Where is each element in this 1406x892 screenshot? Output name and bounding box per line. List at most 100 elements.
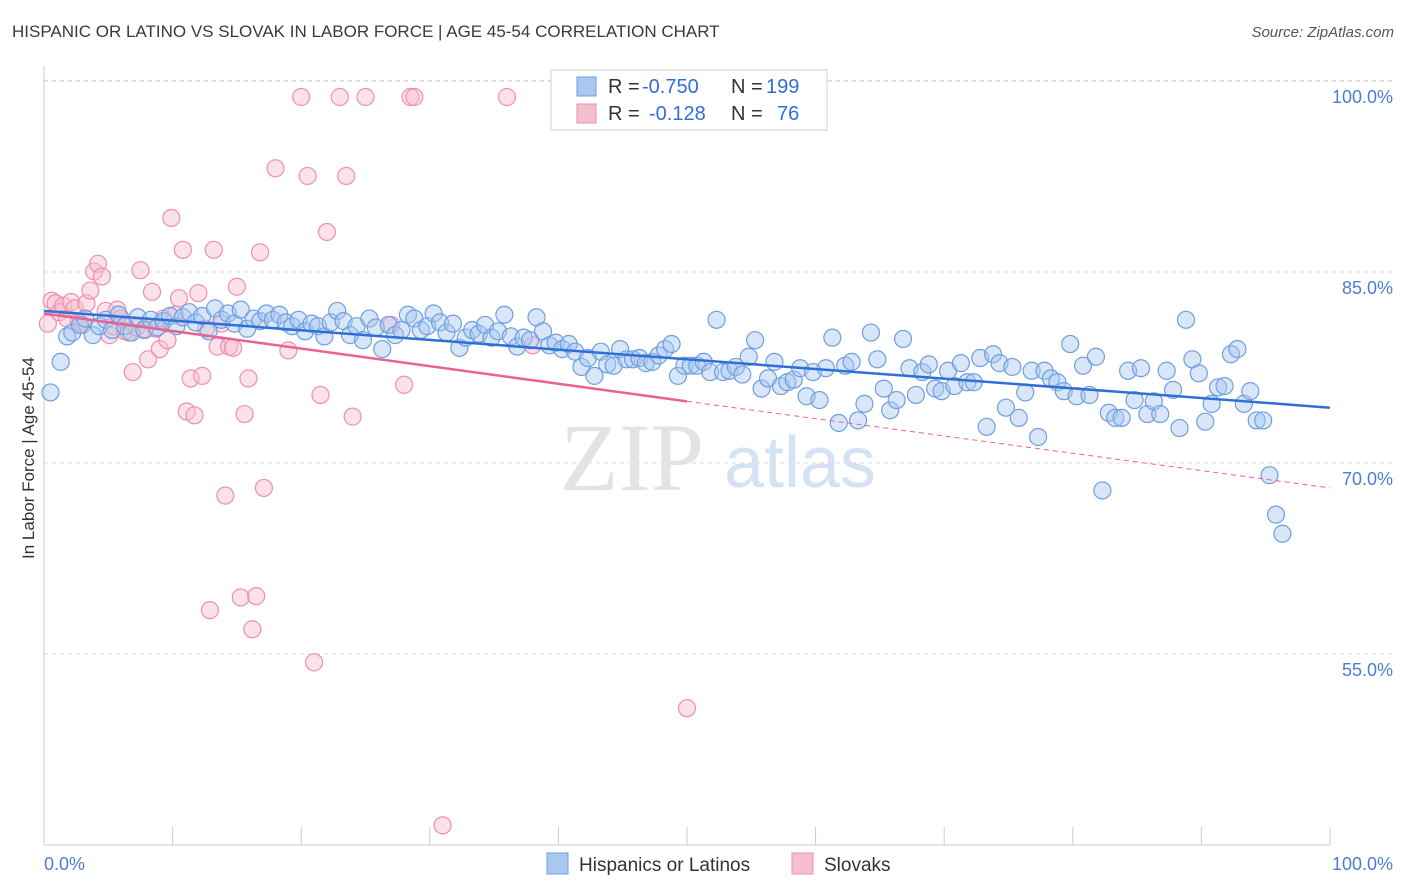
slovak-point bbox=[162, 208, 181, 228]
series-legend-swatch-hispanics bbox=[546, 852, 569, 875]
hispanic-point bbox=[1176, 310, 1196, 329]
hispanic-point bbox=[1003, 357, 1022, 377]
hispanic-point bbox=[1254, 411, 1273, 430]
slovak-point bbox=[181, 369, 200, 388]
slovak-point bbox=[250, 243, 270, 262]
hispanic-point bbox=[1028, 427, 1048, 447]
hispanic-point bbox=[572, 357, 591, 377]
slovaks-trend-line bbox=[43, 312, 688, 403]
hispanic-point bbox=[1215, 376, 1234, 396]
hispanic-point bbox=[983, 345, 1003, 364]
hispanic-point bbox=[701, 362, 720, 382]
slovak-point bbox=[158, 331, 177, 350]
slovak-point bbox=[169, 289, 189, 308]
slovak-point bbox=[247, 587, 266, 606]
hispanic-point bbox=[848, 411, 868, 430]
slovak-point bbox=[497, 87, 517, 107]
hispanic-point bbox=[1157, 361, 1176, 380]
slovak-point bbox=[279, 341, 298, 360]
hispanic-point bbox=[1247, 411, 1266, 430]
hispanic-point bbox=[83, 326, 102, 345]
hispanic-point bbox=[270, 305, 289, 324]
slovak-point bbox=[266, 159, 285, 178]
slovak-point bbox=[317, 222, 337, 242]
series-legend-label-hispanics: Hispanics or Latinos bbox=[579, 855, 750, 876]
slovak-point bbox=[677, 699, 697, 718]
stats-legend-box bbox=[550, 69, 828, 131]
hispanic-point bbox=[495, 305, 514, 324]
hispanic-point bbox=[739, 347, 758, 366]
legend-n-label-2: N = bbox=[731, 103, 763, 125]
x-tick-label: 100.0% bbox=[1332, 854, 1393, 874]
hispanic-point bbox=[1125, 390, 1144, 410]
x-tick-label: 0.0% bbox=[44, 854, 85, 874]
hispanic-point bbox=[585, 366, 604, 385]
legend-n-value-1: 199 bbox=[766, 76, 799, 98]
y-axis-label: In Labor Force | Age 45-54 bbox=[19, 357, 38, 559]
hispanic-point bbox=[996, 398, 1016, 417]
hispanic-point bbox=[855, 394, 874, 413]
watermark-atlas: atlas bbox=[724, 423, 876, 503]
hispanic-point bbox=[829, 413, 848, 433]
slovak-point bbox=[131, 261, 150, 280]
hispanic-point bbox=[328, 301, 347, 321]
slovak-point bbox=[81, 281, 100, 300]
hispanic-point bbox=[1112, 408, 1131, 427]
slovak-point bbox=[235, 404, 254, 424]
hispanic-point bbox=[51, 352, 70, 371]
slovak-point bbox=[330, 87, 349, 107]
hispanic-point bbox=[373, 340, 392, 359]
hispanic-point bbox=[1228, 340, 1247, 359]
slovak-point bbox=[142, 282, 162, 301]
hispanic-point bbox=[906, 385, 926, 405]
hispanic-point bbox=[443, 314, 463, 333]
slovak-point bbox=[185, 406, 204, 425]
y-tick-label: 100.0% bbox=[1332, 87, 1393, 107]
series-legend: Hispanics or Latinos Slovaks bbox=[546, 852, 891, 876]
hispanic-point bbox=[1151, 404, 1170, 424]
slovak-point bbox=[227, 277, 246, 296]
slovak-point bbox=[337, 166, 356, 186]
hispanic-point bbox=[1016, 383, 1035, 402]
slovak-point bbox=[92, 267, 111, 286]
trend-lines bbox=[43, 309, 1331, 489]
hispanic-point bbox=[861, 323, 880, 342]
slovak-point bbox=[173, 240, 192, 259]
hispanic-point bbox=[41, 383, 60, 402]
chart-source: Source: ZipAtlas.com bbox=[1251, 24, 1394, 41]
hispanic-point bbox=[598, 355, 617, 374]
hispanic-point bbox=[1260, 466, 1279, 485]
hispanic-point bbox=[1209, 378, 1228, 397]
hispanic-point bbox=[424, 304, 443, 323]
hispanic-point bbox=[1061, 334, 1080, 354]
hispanic-point bbox=[321, 313, 340, 332]
hispanic-point bbox=[874, 379, 893, 398]
hispanic-point bbox=[430, 313, 450, 332]
slovak-point bbox=[304, 653, 324, 672]
hispanic-point bbox=[977, 417, 996, 436]
slovak-point bbox=[243, 620, 262, 639]
hispanic-point bbox=[823, 328, 842, 347]
hispanic-point bbox=[1273, 524, 1292, 543]
slovak-point bbox=[298, 166, 317, 186]
hispanic-point bbox=[1093, 481, 1112, 500]
hispanic-point bbox=[63, 323, 82, 342]
watermark-zip: ZIP bbox=[560, 404, 704, 511]
slovak-point bbox=[231, 588, 250, 607]
hispanic-point bbox=[707, 310, 726, 329]
slovak-point bbox=[216, 486, 235, 505]
slovak-point bbox=[405, 87, 424, 107]
hispanic-point bbox=[1164, 380, 1183, 399]
legend-r-value-1: -0.750 bbox=[642, 76, 699, 98]
hispanic-point bbox=[1241, 382, 1260, 401]
hispanic-point bbox=[662, 334, 681, 354]
hispanic-point bbox=[746, 331, 765, 350]
y-tick-label: 70.0% bbox=[1342, 469, 1393, 489]
hispanic-point bbox=[765, 352, 784, 371]
tick-labels: 55.0% 70.0% 85.0% 100.0% 0.0% 100.0% bbox=[44, 87, 1393, 874]
legend-r-label-2: R = bbox=[608, 103, 640, 125]
slovak-point bbox=[292, 87, 311, 107]
slovak-point bbox=[394, 375, 414, 394]
hispanic-point bbox=[231, 300, 250, 319]
